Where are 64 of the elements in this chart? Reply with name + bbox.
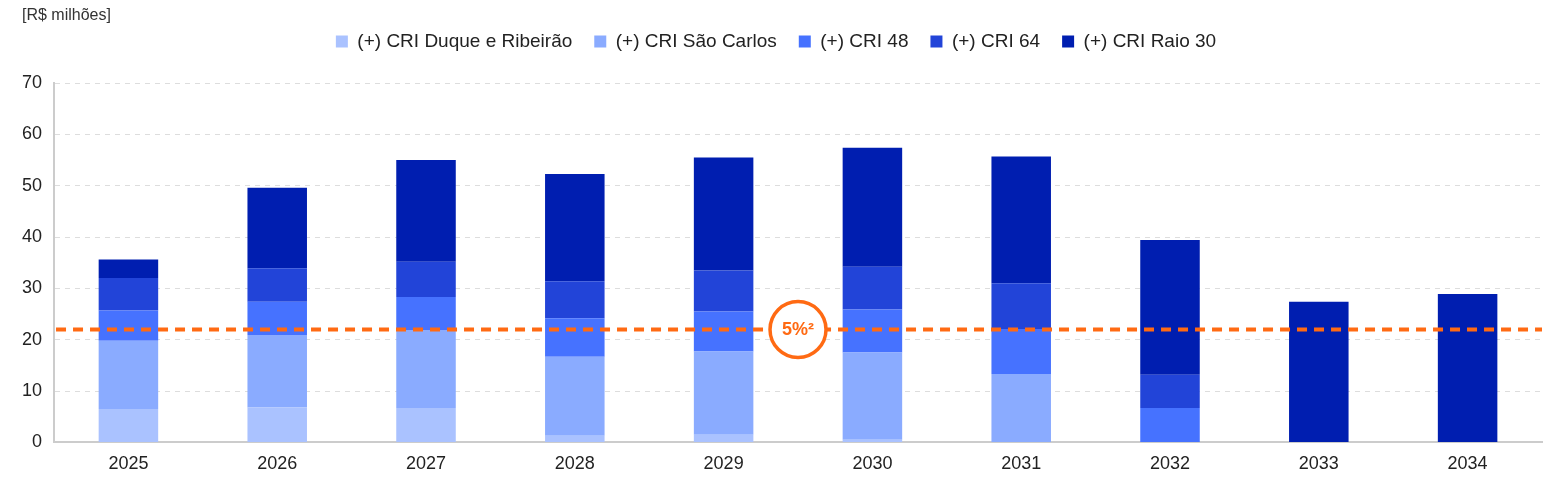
bar	[842, 439, 903, 442]
x-tick-label: 2026	[257, 453, 298, 474]
bar	[842, 352, 903, 440]
bar	[1140, 408, 1200, 442]
bar	[693, 311, 754, 352]
bar	[247, 187, 307, 269]
bar	[396, 160, 456, 262]
bar	[991, 283, 1051, 329]
bar	[98, 259, 159, 279]
legend-label: (+) CRI 64	[951, 29, 1041, 51]
bar	[545, 435, 605, 442]
y-tick-label: 0	[32, 431, 43, 452]
bar	[545, 173, 605, 282]
y-tick-label: 50	[21, 174, 43, 195]
bar	[842, 309, 903, 353]
bar	[396, 408, 456, 442]
bar	[247, 407, 307, 442]
bar	[545, 318, 605, 357]
x-tick-label: 2033	[1298, 453, 1339, 474]
x-tick-label: 2028	[554, 453, 595, 474]
bar	[842, 266, 903, 310]
bar	[1140, 374, 1200, 408]
bar	[545, 281, 605, 319]
y-tick-label: 60	[21, 123, 43, 144]
bar	[842, 147, 903, 267]
x-tick-label: 2025	[108, 453, 149, 474]
legend-label: (+) CRI Raio 30	[1083, 29, 1217, 51]
bar	[545, 356, 605, 436]
y-tick-label: 30	[21, 277, 43, 298]
bar	[98, 278, 159, 311]
x-tick-label: 2034	[1447, 453, 1488, 474]
bar	[1289, 301, 1349, 442]
bar	[693, 351, 754, 435]
y-tick-label: 40	[21, 226, 43, 246]
bar	[396, 261, 456, 298]
y-tick-label: 70	[21, 71, 43, 92]
bar	[98, 340, 159, 410]
bar	[693, 434, 754, 442]
bar	[396, 329, 456, 408]
bar	[1437, 294, 1498, 442]
x-tick-label: 2030	[852, 453, 893, 474]
bar	[693, 157, 754, 271]
bar	[991, 156, 1051, 284]
x-tick-label: 2029	[703, 453, 744, 474]
x-tick-label: 2032	[1149, 453, 1191, 474]
x-tick-label: 2027	[405, 453, 447, 474]
bar	[693, 270, 754, 312]
y-axis-title: [R$ milhões]	[22, 6, 111, 24]
y-tick-label: 10	[21, 380, 43, 401]
bar	[247, 301, 307, 336]
bar	[98, 310, 159, 341]
bar	[1140, 240, 1200, 375]
x-tick-label: 2031	[1001, 453, 1042, 474]
bar	[98, 409, 159, 442]
legend-label: (+) CRI São Carlos	[615, 29, 777, 51]
bar	[991, 328, 1051, 375]
annotation: 5%²	[782, 319, 815, 340]
legend-label: (+) CRI 48	[820, 29, 909, 51]
bar	[247, 335, 307, 408]
legend-label: (+) CRI Duque e Ribeirão	[357, 29, 573, 51]
y-tick-label: 20	[21, 328, 43, 349]
bar	[396, 297, 456, 330]
bar	[991, 374, 1051, 442]
bar	[247, 268, 307, 302]
